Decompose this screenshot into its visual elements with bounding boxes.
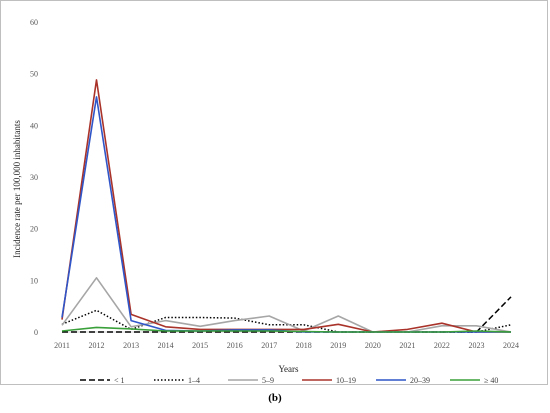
x-tick-label: 2024: [503, 341, 519, 350]
x-tick-label: 2017: [261, 341, 277, 350]
legend-label: 10–19: [336, 376, 356, 385]
series-line: [61, 79, 511, 333]
y-tick-label: 0: [34, 328, 38, 337]
x-tick-label: 2019: [330, 341, 346, 350]
x-tick-label: 2013: [123, 341, 139, 350]
legend-label: 5–9: [262, 376, 274, 385]
x-tick-label: 2020: [365, 341, 381, 350]
x-tick-label: 2018: [296, 341, 312, 350]
y-tick-label: 20: [30, 225, 38, 234]
x-tick-label: 2011: [54, 341, 70, 350]
series-line: [61, 96, 511, 333]
x-tick-label: 2022: [434, 341, 450, 350]
legend-label: 20–39: [410, 376, 430, 385]
chart-frame: [0, 0, 548, 385]
y-tick-label: 40: [30, 121, 38, 130]
legend-label: 1–4: [188, 376, 200, 385]
legend-label: ≥ 40: [484, 376, 498, 385]
y-tick-label: 60: [30, 18, 38, 27]
x-tick-label: 2015: [192, 341, 208, 350]
series-line: [61, 326, 512, 333]
y-tick-label: 30: [30, 173, 38, 182]
panel-label: (b): [268, 392, 282, 404]
x-tick-label: 2012: [89, 341, 105, 350]
x-tick-label: 2023: [468, 341, 484, 350]
x-tick-label: 2014: [158, 341, 174, 350]
y-tick-label: 50: [30, 70, 38, 79]
legend-label: < 1: [114, 376, 125, 385]
y-tick-label: 10: [30, 276, 38, 285]
x-axis-title: Years: [278, 364, 299, 374]
x-tick-label: 2021: [399, 341, 415, 350]
series-line: [61, 276, 512, 333]
y-axis-title: Incidence rate per 100,000 inhabitants: [12, 120, 22, 258]
x-tick-label: 2016: [227, 341, 243, 350]
